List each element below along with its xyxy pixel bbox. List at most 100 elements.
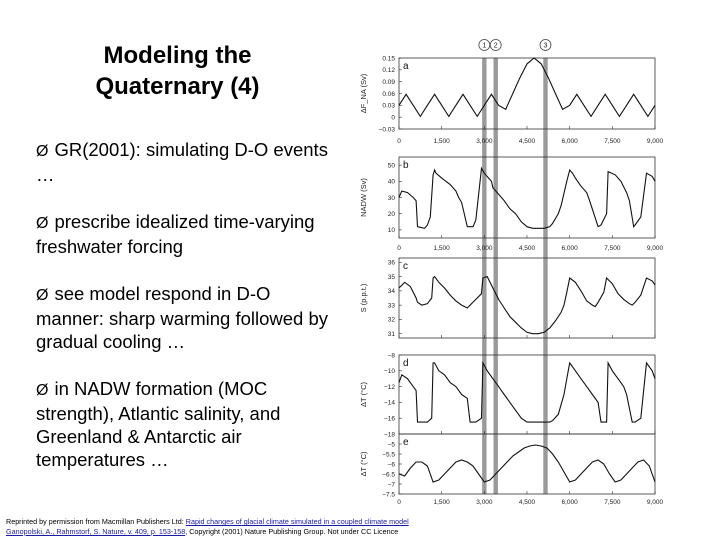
y-tick-label: 0.09 bbox=[382, 79, 395, 86]
y-tick-label: −12 bbox=[384, 384, 395, 391]
y-tick-label: 34 bbox=[388, 288, 396, 295]
y-tick-label: −7 bbox=[388, 481, 396, 488]
x-tick-label: 6,000 bbox=[562, 499, 579, 506]
y-tick-label: 36 bbox=[388, 260, 396, 267]
bullet-text: prescribe idealized time-varying freshwa… bbox=[36, 211, 315, 257]
y-tick-label: −18 bbox=[384, 431, 395, 438]
slide-title-line2: Quaternary (4) bbox=[95, 73, 260, 100]
x-tick-label: 3,000 bbox=[476, 245, 493, 252]
event-marker-3 bbox=[539, 39, 552, 51]
panel-letter: b bbox=[403, 160, 409, 171]
credit-link-citation[interactable]: Ganopolski, A., Rahmstorf, S. Nature, v.… bbox=[6, 526, 186, 536]
event-marker-label: 3 bbox=[544, 43, 548, 50]
y-tick-label: −7.5 bbox=[382, 491, 395, 498]
y-axis-label: NADW (Sv) bbox=[359, 178, 368, 217]
y-tick-label: 30 bbox=[388, 195, 396, 202]
y-tick-label: −5.5 bbox=[382, 451, 395, 458]
y-tick-label: 40 bbox=[388, 179, 396, 186]
event-bar-3 bbox=[543, 58, 548, 494]
x-tick-label: 4,500 bbox=[519, 138, 536, 145]
x-tick-label: 0 bbox=[397, 138, 401, 145]
y-tick-label: 33 bbox=[388, 302, 396, 309]
y-axis-label: ΔT (°C) bbox=[359, 382, 368, 407]
y-tick-label: 10 bbox=[388, 227, 396, 234]
panel-frame-b bbox=[398, 156, 656, 239]
x-tick-label: 6,000 bbox=[562, 245, 579, 252]
x-tick-label: 9,000 bbox=[647, 499, 664, 506]
x-tick-label: 7,500 bbox=[604, 138, 621, 145]
panel-letter: e bbox=[403, 437, 409, 448]
slide-title: Modeling the Quaternary (4) bbox=[40, 40, 315, 102]
bullet-arrow-icon: Ø bbox=[36, 143, 49, 160]
y-tick-label: −5 bbox=[388, 441, 396, 448]
y-tick-label: 0.15 bbox=[382, 55, 395, 62]
series-line-e bbox=[398, 444, 656, 483]
bullet-arrow-icon: Ø bbox=[36, 215, 49, 232]
x-tick-label: 1,500 bbox=[434, 499, 451, 506]
slide-title-line1: Modeling the bbox=[103, 42, 252, 69]
panel-letter: c bbox=[403, 261, 408, 272]
bullet-arrow-icon: Ø bbox=[36, 382, 49, 399]
y-tick-label: 35 bbox=[388, 274, 396, 281]
y-tick-label: 0.12 bbox=[382, 67, 395, 74]
y-tick-label: 50 bbox=[388, 162, 396, 169]
credit-line: Reprinted by permission from Macmillan P… bbox=[6, 517, 526, 536]
series-line-c bbox=[398, 275, 656, 335]
y-tick-label: 31 bbox=[388, 331, 396, 338]
y-tick-label: 0.06 bbox=[382, 91, 395, 98]
x-tick-label: 3,000 bbox=[476, 499, 493, 506]
y-axis-label: ΔT (°C) bbox=[359, 451, 368, 476]
x-tick-label: 3,000 bbox=[476, 138, 493, 145]
panel-frame-e bbox=[398, 433, 656, 495]
y-tick-label: −8 bbox=[388, 352, 396, 359]
panel-frame-a bbox=[398, 57, 656, 130]
y-tick-label: −16 bbox=[384, 416, 395, 423]
y-axis-label: ΔF_NA (Sv) bbox=[359, 73, 368, 113]
series-line-a bbox=[398, 57, 656, 118]
bullet-text: in NADW formation (MOC strength), Atlant… bbox=[36, 378, 281, 470]
y-axis-label: S (p.p.t.) bbox=[359, 283, 368, 312]
x-tick-label: 4,500 bbox=[519, 245, 536, 252]
x-tick-label: 9,000 bbox=[647, 245, 664, 252]
series-line-d bbox=[398, 360, 656, 423]
y-tick-label: −10 bbox=[384, 368, 395, 375]
panel-letter: d bbox=[403, 358, 409, 369]
x-tick-label: 1,500 bbox=[434, 245, 451, 252]
x-tick-label: 7,500 bbox=[604, 245, 621, 252]
x-tick-label: 7,500 bbox=[604, 499, 621, 506]
event-bar-2 bbox=[493, 58, 498, 494]
y-tick-label: 32 bbox=[388, 317, 396, 324]
y-tick-label: −0.03 bbox=[379, 126, 396, 133]
panel-letter: a bbox=[403, 61, 409, 72]
y-tick-label: 20 bbox=[388, 211, 396, 218]
event-marker-label: 1 bbox=[482, 43, 486, 50]
event-marker-label: 2 bbox=[494, 43, 498, 50]
bullet-item: Ø GR(2001): simulating D-O events … bbox=[36, 138, 341, 186]
event-marker-2 bbox=[489, 39, 502, 51]
credit-prefix: Reprinted by permission from Macmillan P… bbox=[6, 517, 186, 526]
bullet-text: GR(2001): simulating D-O events … bbox=[36, 139, 328, 185]
credit-suffix: , Copyright (2001) Nature Publishing Gro… bbox=[185, 526, 399, 536]
credit-link-article[interactable]: Rapid changes of glacial climate simulat… bbox=[185, 517, 409, 526]
y-tick-label: −6.5 bbox=[382, 471, 395, 478]
bullet-text: see model respond in D-O manner: sharp w… bbox=[36, 283, 329, 352]
panel-frame-c bbox=[398, 257, 656, 339]
x-tick-label: 1,500 bbox=[434, 138, 451, 145]
y-tick-label: 0.03 bbox=[382, 103, 395, 110]
bullet-arrow-icon: Ø bbox=[36, 287, 49, 304]
event-bar-1 bbox=[482, 58, 487, 494]
y-tick-label: −6 bbox=[388, 461, 396, 468]
y-tick-label: −14 bbox=[384, 400, 395, 407]
y-tick-label: 0 bbox=[391, 114, 395, 121]
x-tick-label: 4,500 bbox=[519, 499, 536, 506]
x-tick-label: 6,000 bbox=[562, 138, 579, 145]
x-tick-label: 9,000 bbox=[647, 138, 664, 145]
series-line-b bbox=[398, 166, 656, 229]
x-tick-label: 0 bbox=[397, 245, 401, 252]
x-tick-label: 0 bbox=[397, 499, 401, 506]
